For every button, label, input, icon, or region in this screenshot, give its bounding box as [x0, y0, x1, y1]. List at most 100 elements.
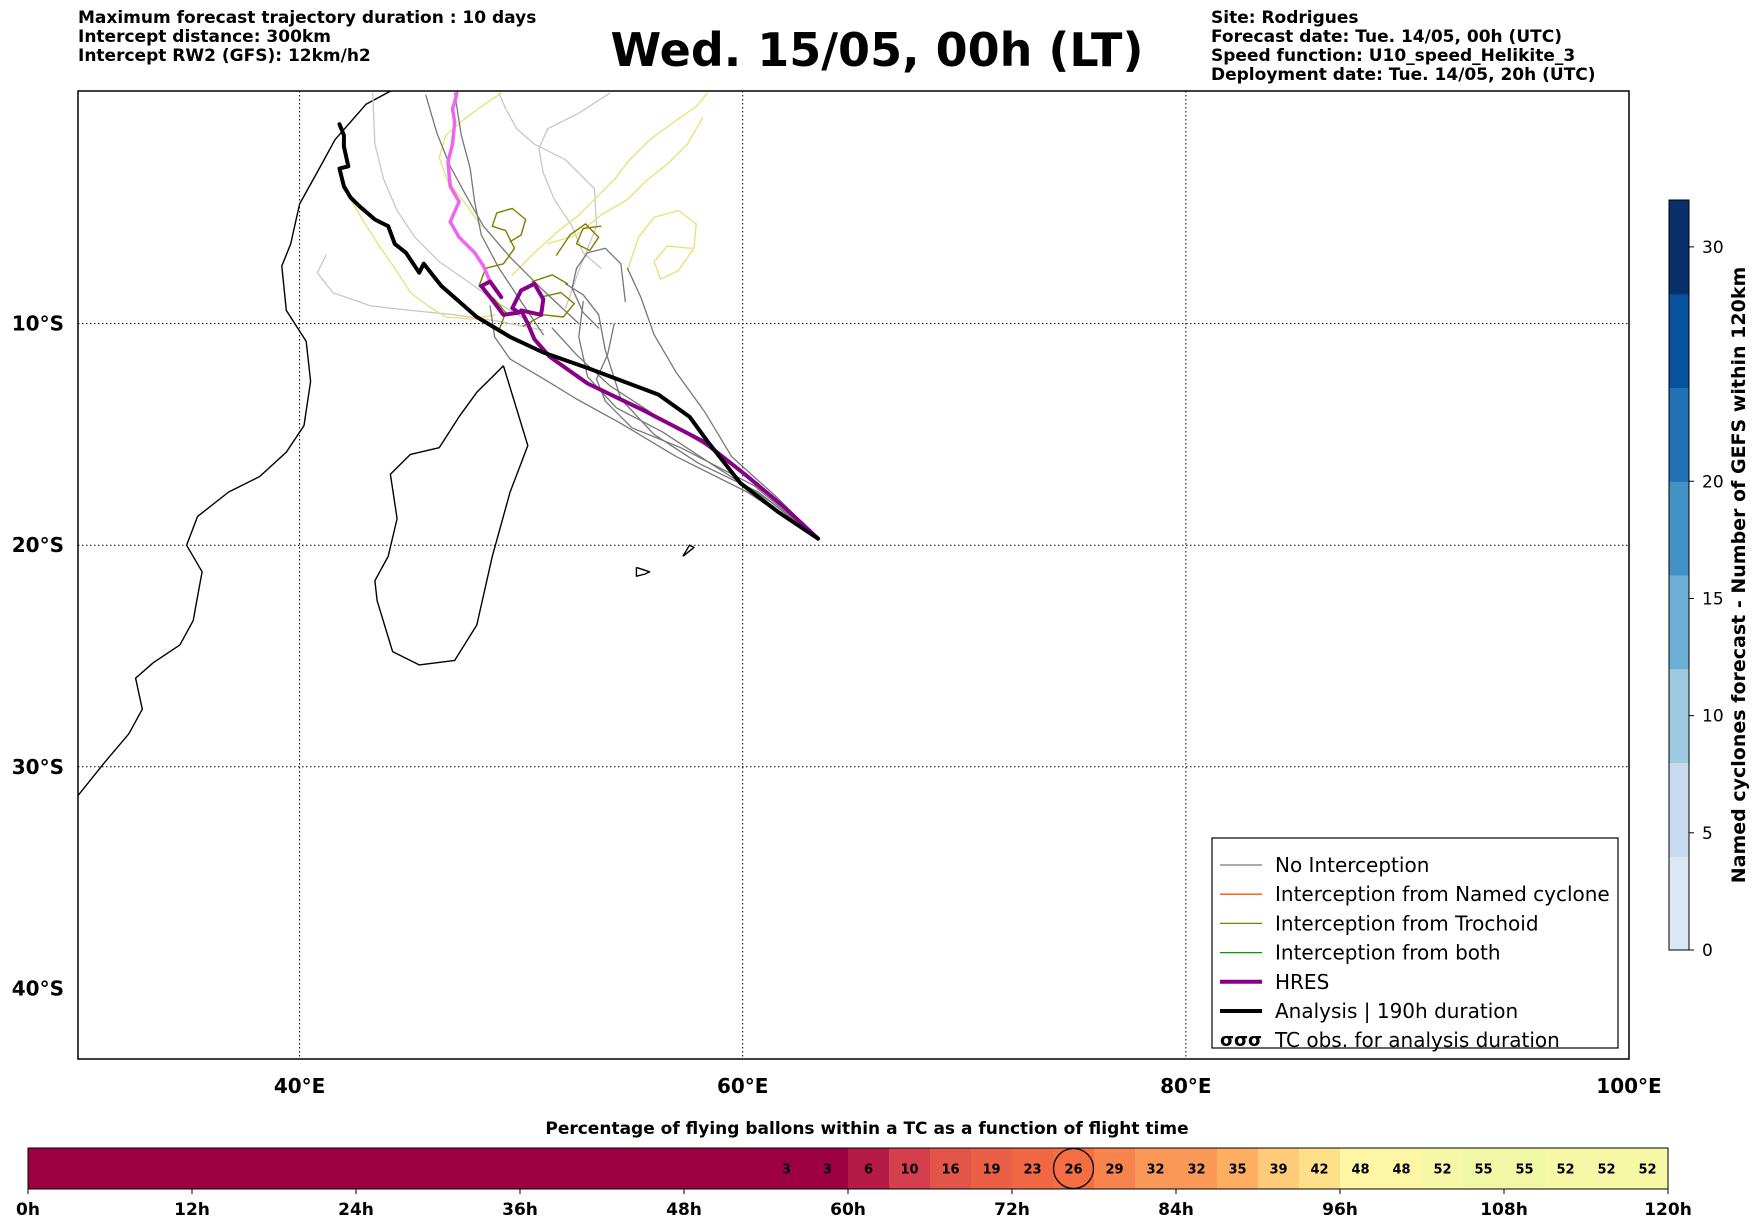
no-interception-trajectory-2 — [489, 305, 819, 540]
hres-trajectory-0 — [479, 279, 820, 541]
colorbar-segment-5 — [1669, 387, 1689, 482]
colorbar-tick-label-3: 15 — [1702, 589, 1724, 609]
percentage-value-22: 16 — [941, 1163, 959, 1178]
percentage-strip-title: Percentage of flying ballons within a TC… — [545, 1119, 1188, 1139]
percentage-cell-39 — [1627, 1148, 1669, 1189]
y-tick-label-3: 40°S — [12, 976, 64, 1000]
colorbar-tick-label-5: 30 — [1702, 238, 1724, 258]
percentage-value-36: 55 — [1515, 1163, 1533, 1178]
percentage-value-28: 32 — [1187, 1163, 1205, 1178]
coastline-mauritius — [682, 544, 695, 557]
percentage-cell-13 — [561, 1148, 603, 1189]
y-tick-label-0: 10°S — [12, 312, 64, 336]
percentage-cell-35 — [1463, 1148, 1505, 1189]
coastlines — [78, 91, 695, 797]
legend-label-3: Interception from both — [1275, 941, 1501, 965]
colorbar-tick-label-4: 20 — [1702, 472, 1724, 492]
percentage-cell-7 — [315, 1148, 357, 1189]
percentage-cell-32 — [1340, 1148, 1382, 1189]
legend-label-6: TC obs. for analysis duration — [1274, 1028, 1560, 1052]
x-tick-label-0: 40°E — [274, 1074, 326, 1098]
percentage-value-19: 3 — [823, 1163, 832, 1178]
legend-label-5: Analysis | 190h duration — [1275, 999, 1518, 1023]
percentage-value-37: 52 — [1556, 1163, 1574, 1178]
max-duration-text: Maximum forecast trajectory duration : 1… — [78, 8, 537, 28]
percentage-value-26: 29 — [1105, 1163, 1123, 1178]
percentage-value-25: 26 — [1064, 1163, 1082, 1178]
yellow-trajectory-trajectory-2 — [547, 116, 704, 245]
percentage-cell-38 — [1586, 1148, 1628, 1189]
no-interception-trajectory-1 — [595, 322, 819, 540]
grid-lines — [78, 91, 1629, 1059]
intercept-distance-text: Intercept distance: 300km — [78, 27, 331, 47]
no-interception-trajectory-8 — [571, 247, 626, 329]
percentage-value-29: 35 — [1228, 1163, 1246, 1178]
x-tick-label-1: 60°E — [717, 1074, 769, 1098]
colorbar-tick-label-0: 0 — [1702, 941, 1713, 961]
percentage-cell-16 — [684, 1148, 726, 1189]
analysis-trajectory-0 — [337, 122, 820, 541]
coastline-madagascar — [374, 365, 529, 666]
colorbar-tick-label-2: 10 — [1702, 707, 1724, 727]
percentage-value-31: 42 — [1310, 1163, 1328, 1178]
legend: No Interception Interception from Named c… — [1211, 837, 1619, 1052]
percentage-cell-23 — [971, 1148, 1013, 1189]
percentage-cell-5 — [233, 1148, 275, 1189]
yellow-trajectory-trajectory-0 — [343, 181, 496, 320]
percentage-cell-10 — [438, 1148, 480, 1189]
percentage-cell-4 — [192, 1148, 234, 1189]
percentage-tick-label-10: 120h — [1644, 1200, 1692, 1220]
colorbar-segment-7 — [1669, 200, 1689, 295]
percentage-cell-11 — [479, 1148, 521, 1189]
legend-label-1: Interception from Named cyclone — [1275, 882, 1610, 906]
percentage-cell-37 — [1545, 1148, 1587, 1189]
forecast-date-text: Forecast date: Tue. 14/05, 00h (UTC) — [1211, 27, 1562, 47]
percentage-value-39: 52 — [1638, 1163, 1656, 1178]
percentage-cell-24 — [1012, 1148, 1054, 1189]
colorbar-segment-6 — [1669, 293, 1689, 388]
colorbar-segment-0 — [1669, 856, 1689, 951]
percentage-cell-9 — [397, 1148, 439, 1189]
percentage-tick-label-5: 60h — [830, 1200, 866, 1220]
percentage-tick-label-1: 12h — [174, 1200, 210, 1220]
percentage-cell-30 — [1258, 1148, 1300, 1189]
axis-ticks: 40°E 60°E 80°E 100°E 10°S 20°S 30°S 40°S — [12, 312, 1662, 1098]
percentage-tick-label-7: 84h — [1158, 1200, 1194, 1220]
percentage-tick-label-9: 108h — [1480, 1200, 1528, 1220]
page-title: Wed. 15/05, 00h (LT) — [610, 23, 1144, 77]
yellow-trajectory-trajectory-1 — [511, 92, 708, 276]
legend-box — [1211, 837, 1619, 1049]
percentage-strip: Percentage of flying ballons within a TC… — [16, 1119, 1692, 1220]
percentage-cell-15 — [643, 1148, 685, 1189]
percentage-value-33: 48 — [1392, 1163, 1410, 1178]
header-right: Site: Rodrigues Forecast date: Tue. 14/0… — [1211, 9, 1596, 85]
map-frame — [77, 90, 1630, 1060]
percentage-cell-28 — [1176, 1148, 1218, 1189]
percentage-value-20: 6 — [864, 1163, 873, 1178]
percentage-value-23: 19 — [982, 1163, 1000, 1178]
percentage-tick-label-3: 36h — [502, 1200, 538, 1220]
percentage-cell-34 — [1422, 1148, 1464, 1189]
no-interception-trajectory-3 — [626, 267, 819, 540]
cyclone-colorbar-frame — [1668, 199, 1690, 951]
percentage-cell-18 — [766, 1148, 808, 1189]
percentage-value-18: 3 — [782, 1163, 791, 1178]
speed-function-text: Speed function: U10_speed_Helikite_3 — [1211, 46, 1576, 66]
percentage-cell-6 — [274, 1148, 316, 1189]
percentage-cell-17 — [725, 1148, 767, 1189]
legend-label-4: HRES — [1275, 970, 1329, 994]
colorbar-segment-3 — [1669, 575, 1689, 670]
header-left: Maximum forecast trajectory duration : 1… — [78, 9, 536, 66]
percentage-value-34: 52 — [1433, 1163, 1451, 1178]
legend-label-2: Interception from Trochoid — [1275, 911, 1539, 935]
no-interception-trajectory-7 — [425, 94, 580, 325]
colorbar-tick-label-1: 5 — [1702, 824, 1713, 844]
no-interception-trajectory-4 — [578, 300, 819, 540]
percentage-cell-26 — [1094, 1148, 1136, 1189]
y-tick-label-2: 30°S — [12, 755, 64, 779]
trochoid-trajectory-1 — [522, 274, 575, 327]
intercept-rw2-text: Intercept RW2 (GFS): 12km/h2 — [78, 46, 371, 66]
deployment-date-text: Deployment date: Tue. 14/05, 20h (UTC) — [1211, 65, 1596, 85]
percentage-cell-22 — [930, 1148, 972, 1189]
